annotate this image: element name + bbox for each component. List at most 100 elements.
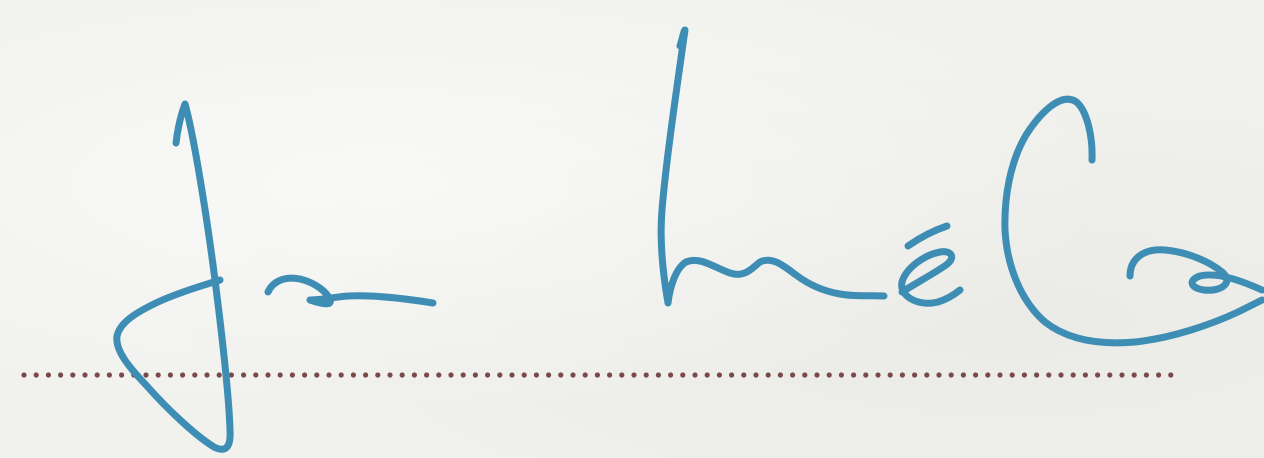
signature-line-dot <box>1082 372 1088 378</box>
signature-line-dot <box>1046 372 1052 378</box>
signature-line-dot <box>33 372 39 378</box>
signature-line-dot <box>973 372 979 378</box>
signature-line-dot <box>765 372 771 378</box>
signature-line-dot <box>826 372 832 378</box>
signature-line-dot <box>960 372 967 378</box>
signature-line-dot <box>838 372 845 378</box>
signature-line-dot <box>558 372 564 378</box>
signature-line-dot <box>289 372 295 378</box>
signature-stroke-c <box>1001 95 1264 347</box>
signature-line-dot <box>1107 372 1113 378</box>
signature-line-dot <box>485 372 491 378</box>
signature-line-dot <box>192 372 198 378</box>
signature-line-dot <box>668 372 674 378</box>
signature-line-dot <box>314 372 320 378</box>
signature-line-dot <box>1021 372 1027 378</box>
signature-stroke-e <box>898 248 964 307</box>
signature-line-dot <box>692 372 698 378</box>
signature-line-dot <box>680 372 686 378</box>
signature-line-dot <box>1058 372 1064 378</box>
signature-line-dot <box>948 372 954 378</box>
signature-line-dot <box>180 372 186 378</box>
signature-line-dot <box>802 372 808 378</box>
signature-line-dot <box>21 372 27 378</box>
signature-line-dot <box>216 372 222 378</box>
signature-line-dot <box>936 372 942 378</box>
signature-stroke-a <box>264 274 437 308</box>
signature-line-dot <box>1095 372 1101 378</box>
signature-line-dot <box>265 372 271 378</box>
signature-line-dot <box>70 372 76 378</box>
signature-line-dot <box>729 372 735 378</box>
signature-line-dot <box>119 372 125 378</box>
signature-line-dot <box>655 372 662 378</box>
signature-line-dot <box>497 372 503 378</box>
signature-line-dot <box>851 372 857 378</box>
signature-line-dot <box>607 372 613 378</box>
signature-line-dot <box>521 372 527 378</box>
signature-line-dot <box>899 372 906 378</box>
signature-line-dot <box>204 372 210 378</box>
signature-line-dot <box>619 372 625 378</box>
signature-stroke-k <box>657 26 888 307</box>
signature-line-dot <box>460 372 466 378</box>
signature-line-dot <box>143 372 149 378</box>
signature-dotted-line <box>21 372 1174 378</box>
signature-line-dot <box>1143 372 1149 378</box>
signature-line-dot <box>241 372 247 378</box>
signature-line-dot <box>106 372 112 378</box>
signature-line-dot <box>338 372 344 378</box>
signature-line-dot <box>82 372 88 378</box>
signature-line-dot <box>302 372 308 378</box>
signature-line-dot <box>594 372 601 378</box>
signature-line-dot <box>350 372 356 378</box>
signature-line-dot <box>875 372 881 378</box>
signature-line-dot <box>582 372 588 378</box>
signature-line-dot <box>277 372 283 378</box>
signature-line-dot <box>1156 372 1162 378</box>
signature-line-dot <box>1034 372 1040 378</box>
signature-line-dot <box>814 372 820 378</box>
signature-line-dot <box>424 372 430 378</box>
signature-line-dot <box>436 372 442 378</box>
signature-line-dot <box>155 372 161 378</box>
signature-line-dot <box>887 372 893 378</box>
signature-line-dot <box>716 372 723 378</box>
signature-line-dot <box>375 372 381 378</box>
signature-stroke-loop <box>1126 246 1264 294</box>
signature-line-dot <box>1119 372 1125 378</box>
signature-line-dot <box>546 372 552 378</box>
signature-line-dot <box>753 372 759 378</box>
signature-line-dot <box>1168 372 1174 378</box>
signature-line-dot <box>643 372 649 378</box>
signature-line-dot <box>509 372 515 378</box>
signature-line-dot <box>704 372 710 378</box>
signature-line-dot <box>1131 372 1137 378</box>
signature-line-dot <box>790 372 796 378</box>
signature-line-dot <box>1070 372 1076 378</box>
signature-line-dot <box>533 372 540 378</box>
signature-line-dot <box>1009 372 1015 378</box>
signature-line-dot <box>570 372 576 378</box>
signature-line-dot <box>777 372 784 378</box>
signature-stroke-j <box>113 100 234 453</box>
signature-line-dot <box>411 372 417 378</box>
signature-line-dot <box>58 372 64 378</box>
signature-line-dot <box>912 372 918 378</box>
signature-line-dot <box>228 372 234 378</box>
signature-stroke-caron <box>904 222 951 250</box>
signature-line-dot <box>326 372 332 378</box>
signature-line-dot <box>985 372 991 378</box>
signature-line-dot <box>997 372 1003 378</box>
signature-line-dot <box>863 372 869 378</box>
signature-line-dot <box>631 372 637 378</box>
signature-line-dot <box>45 372 52 378</box>
signature-line-dot <box>924 372 930 378</box>
signature-line-dot <box>472 372 478 378</box>
signature-line-dot <box>387 372 393 378</box>
handwritten-signature <box>113 26 1264 453</box>
signature-line-dot <box>363 372 369 378</box>
signature-line-dot <box>448 372 454 378</box>
